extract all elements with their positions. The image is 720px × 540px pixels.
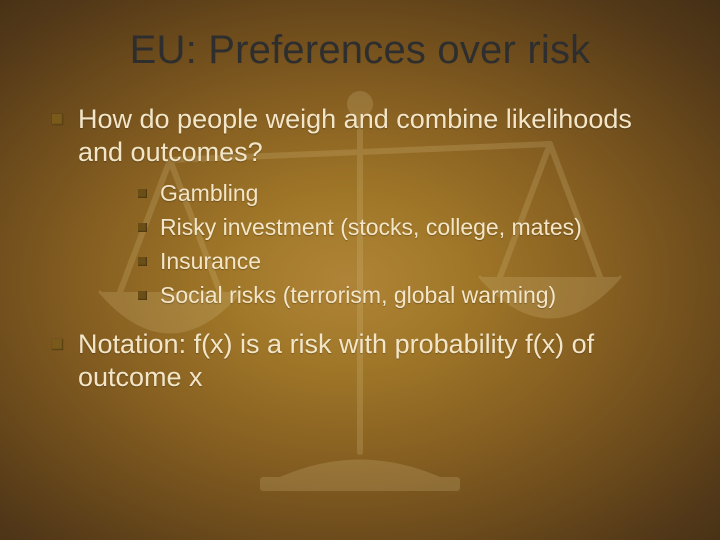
slide-title: EU: Preferences over risk — [48, 28, 672, 73]
bullet-item: How do people weigh and combine likeliho… — [48, 103, 672, 310]
sub-bullet-text: Gambling — [160, 180, 258, 206]
slide: EU: Preferences over risk How do people … — [0, 0, 720, 540]
sub-bullet-item: Risky investment (stocks, college, mates… — [136, 213, 672, 243]
sub-bullet-item: Gambling — [136, 179, 672, 209]
sub-bullet-text: Social risks (terrorism, global warming) — [160, 282, 556, 308]
bullet-item: Notation: f(x) is a risk with probabilit… — [48, 328, 672, 394]
sub-bullet-item: Insurance — [136, 247, 672, 277]
slide-content: EU: Preferences over risk How do people … — [0, 0, 720, 540]
bullet-list: How do people weigh and combine likeliho… — [48, 103, 672, 394]
sub-bullet-text: Insurance — [160, 248, 261, 274]
bullet-text: How do people weigh and combine likeliho… — [78, 104, 632, 167]
sub-bullet-list: Gambling Risky investment (stocks, colle… — [136, 179, 672, 311]
sub-bullet-text: Risky investment (stocks, college, mates… — [160, 214, 582, 240]
sub-bullet-item: Social risks (terrorism, global warming) — [136, 281, 672, 311]
bullet-text: Notation: f(x) is a risk with probabilit… — [78, 329, 594, 392]
